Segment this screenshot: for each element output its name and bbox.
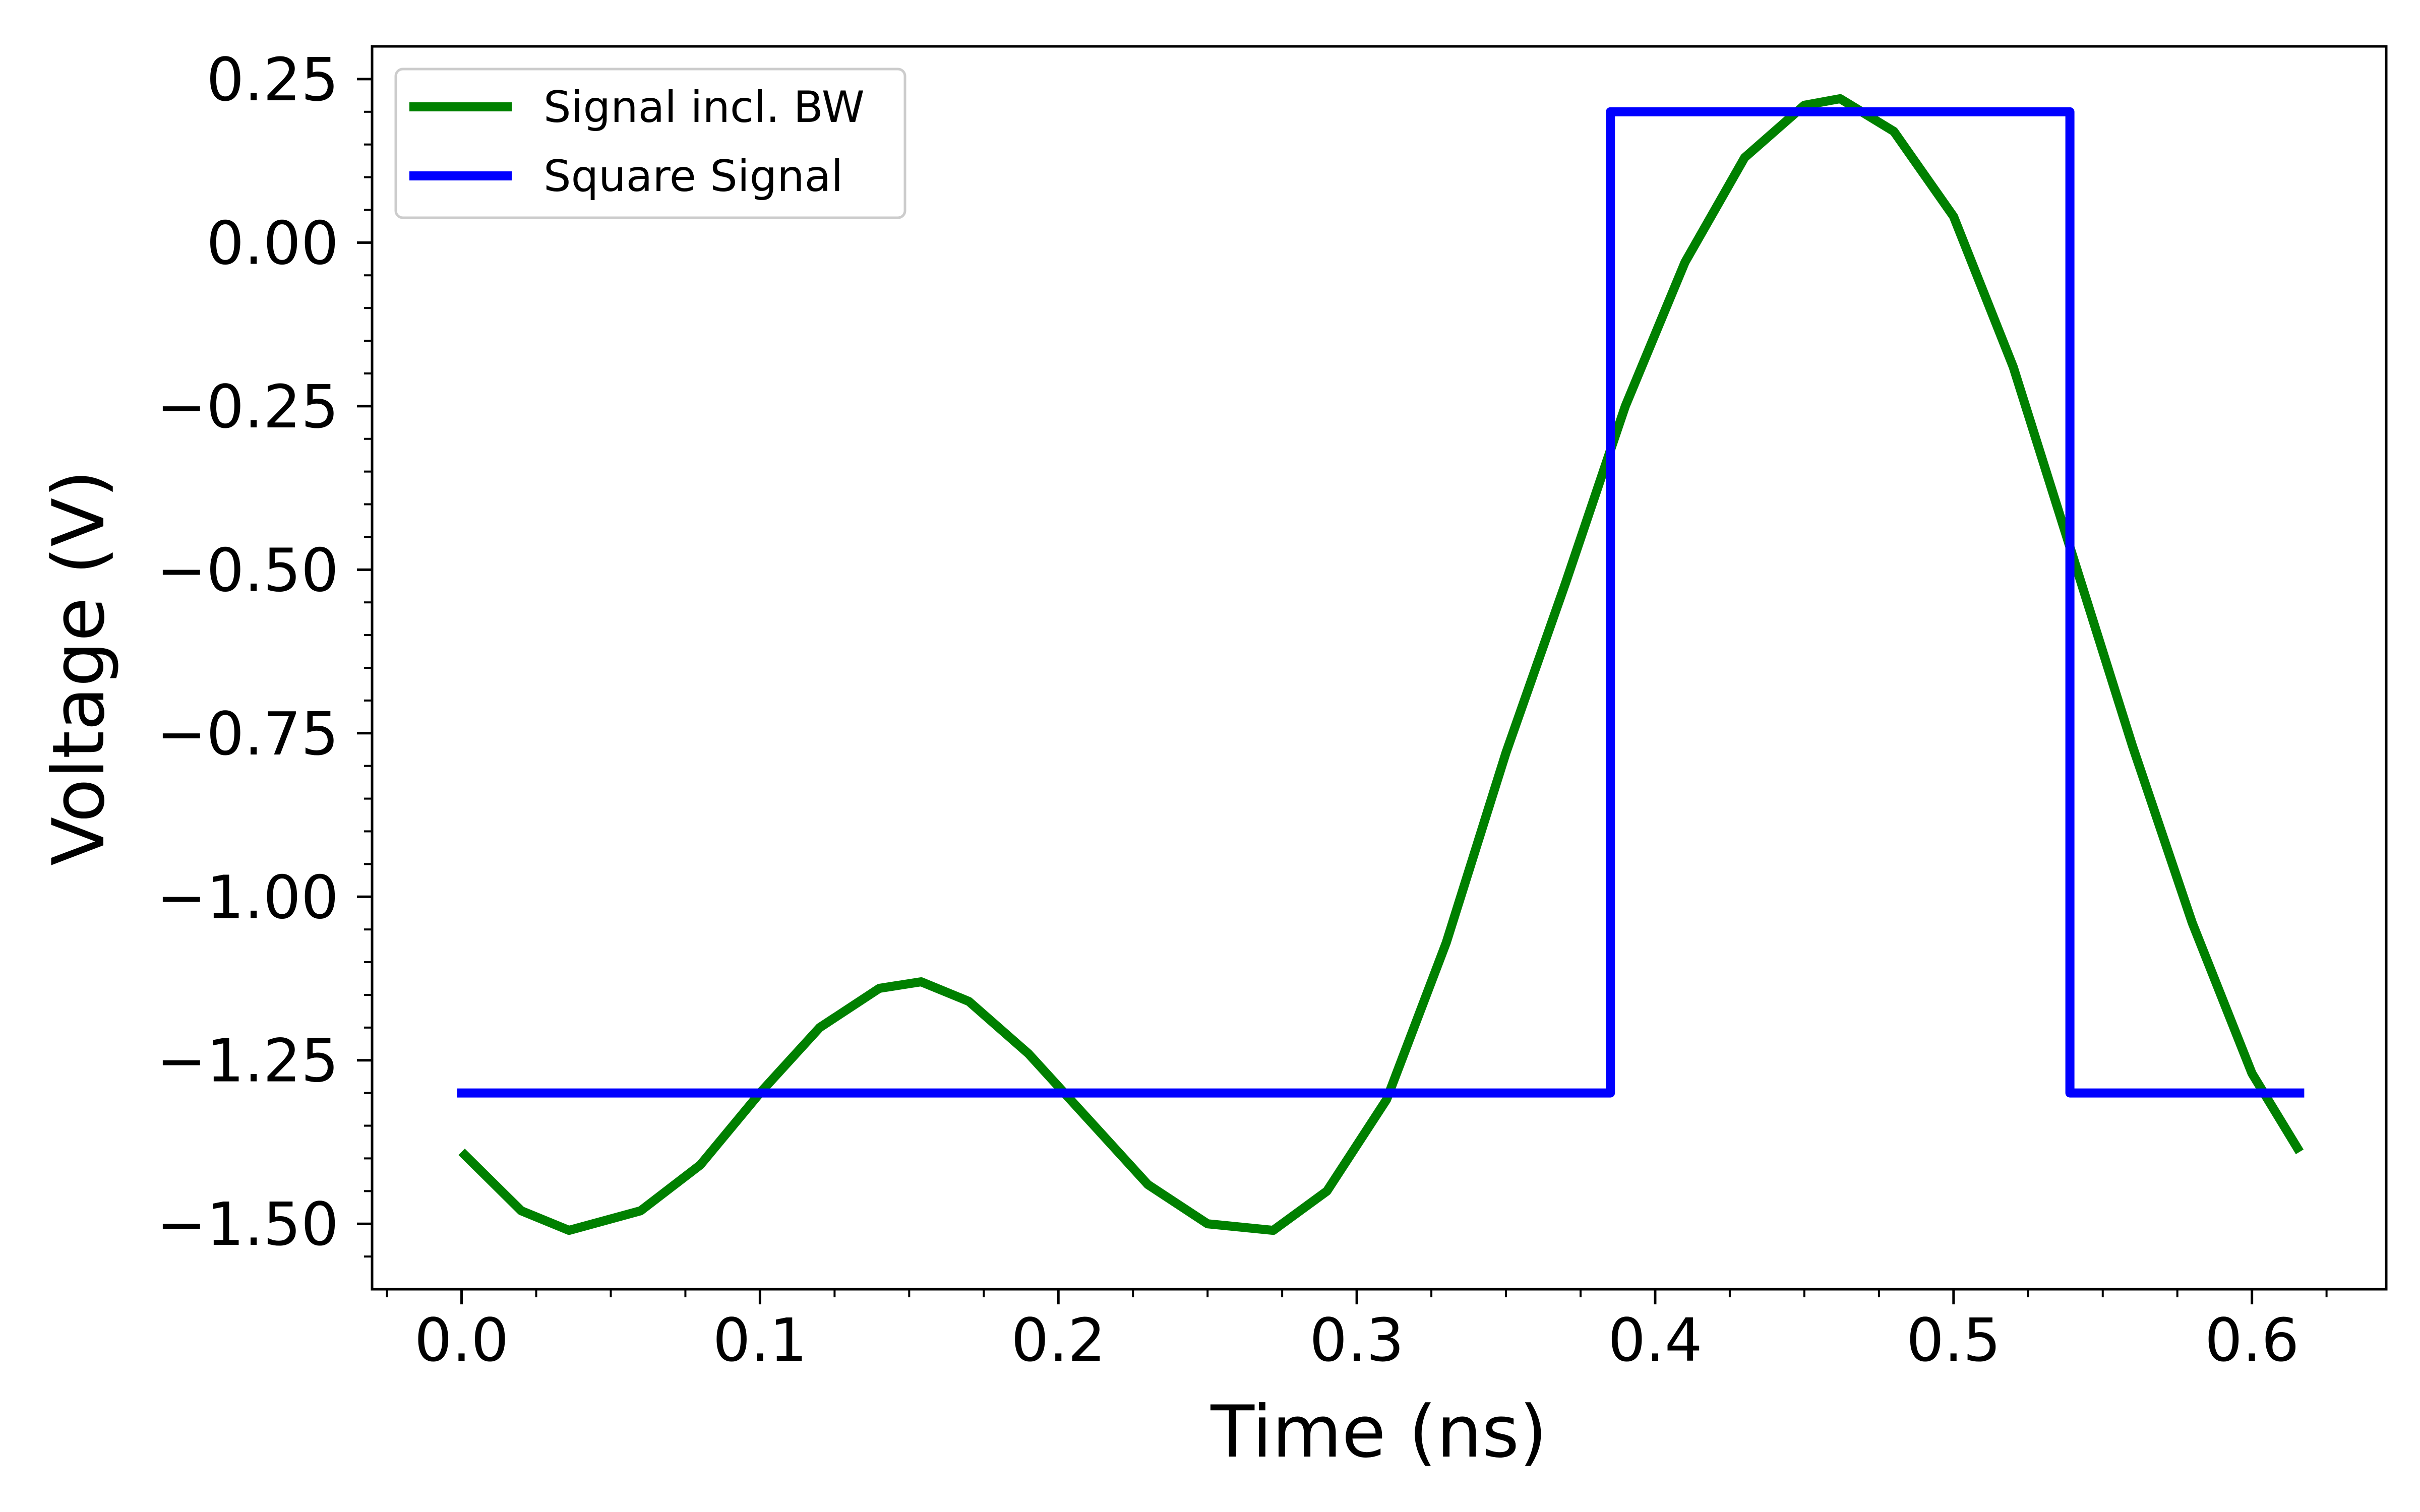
legend: Signal incl. BW Square Signal xyxy=(394,68,906,219)
x-tick-label: 0.2 xyxy=(1011,1305,1106,1375)
x-tick-label: 0.0 xyxy=(414,1305,509,1375)
x-axis-title: Time (ns) xyxy=(1210,1391,1547,1474)
x-tick-label: 0.5 xyxy=(1906,1305,2001,1375)
x-tick-label: 0.4 xyxy=(1608,1305,1703,1375)
y-tick-label: −1.00 xyxy=(156,862,339,932)
y-tick-label: −0.50 xyxy=(156,535,339,605)
y-tick-label: 0.25 xyxy=(206,45,339,114)
x-tick-label: 0.3 xyxy=(1309,1305,1404,1375)
series-line-1 xyxy=(457,107,2305,1098)
legend-label: Signal incl. BW xyxy=(543,82,865,133)
y-tick-label: −0.25 xyxy=(156,372,339,442)
legend-label: Square Signal xyxy=(543,151,843,202)
series-line-0 xyxy=(458,94,2304,1235)
y-tick-label: −1.50 xyxy=(156,1189,339,1259)
y-tick-label: −1.25 xyxy=(156,1026,339,1096)
y-tick-label: 0.00 xyxy=(206,208,339,278)
legend-frame xyxy=(394,68,906,219)
plot-area xyxy=(372,46,2386,1289)
x-tick-label: 0.1 xyxy=(713,1305,808,1375)
y-tick-label: −0.75 xyxy=(156,699,339,769)
y-axis-title: Voltage (V) xyxy=(37,470,120,866)
x-tick-label: 0.6 xyxy=(2205,1305,2300,1375)
